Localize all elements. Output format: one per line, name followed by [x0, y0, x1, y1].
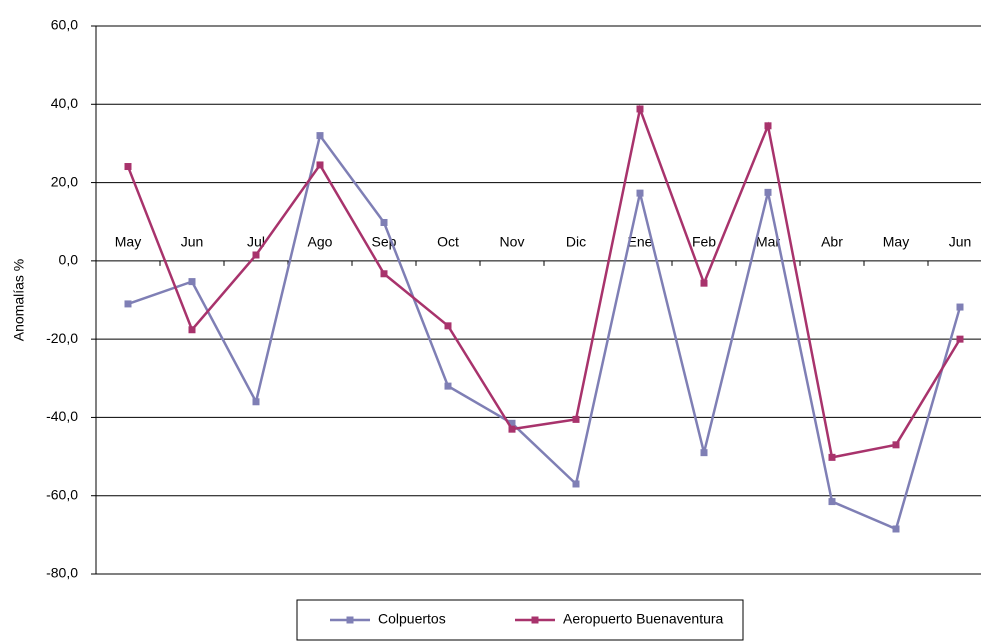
x-tick-label: Feb	[692, 234, 716, 250]
marker	[124, 163, 132, 171]
marker	[444, 382, 452, 390]
marker	[764, 188, 772, 196]
marker	[508, 419, 516, 427]
x-tick-label: Abr	[821, 234, 843, 250]
marker	[956, 303, 964, 311]
marker	[764, 122, 772, 130]
y-axis-label: Anomalías %	[11, 259, 27, 341]
x-tick-label: Ago	[308, 234, 333, 250]
marker	[828, 453, 836, 461]
marker	[316, 132, 324, 140]
series-line	[127, 132, 962, 531]
marker	[636, 105, 644, 113]
y-tick-label: 20,0	[51, 173, 78, 189]
marker	[508, 425, 516, 433]
legend-marker	[346, 616, 354, 624]
y-tick-label: -60,0	[46, 486, 78, 502]
marker	[124, 300, 132, 308]
legend-marker	[531, 616, 539, 624]
y-tick-label: -20,0	[46, 330, 78, 346]
x-tick-label: May	[115, 234, 141, 250]
x-tick-label: Oct	[437, 234, 459, 250]
y-tick-label: -80,0	[46, 565, 78, 581]
marker	[444, 322, 452, 330]
marker	[380, 218, 388, 226]
marker	[956, 335, 964, 343]
marker	[892, 525, 900, 533]
x-tick-label: Jul	[247, 234, 265, 250]
marker	[700, 279, 708, 287]
marker	[188, 326, 196, 334]
x-tick-label: Jun	[181, 234, 204, 250]
y-tick-label: 0,0	[59, 252, 79, 268]
marker	[572, 415, 580, 423]
x-tick-label: Ene	[628, 234, 653, 250]
marker	[380, 270, 388, 278]
marker	[316, 161, 324, 169]
legend-label: Colpuertos	[378, 611, 446, 627]
marker	[828, 498, 836, 506]
marker	[252, 398, 260, 406]
marker	[636, 189, 644, 197]
x-tick-label: May	[883, 234, 909, 250]
x-tick-label: Dic	[566, 234, 586, 250]
series-line	[126, 104, 962, 459]
marker	[572, 480, 580, 488]
y-tick-label: 40,0	[51, 95, 78, 111]
marker	[700, 449, 708, 457]
x-tick-label: Nov	[500, 234, 525, 250]
x-tick-label: Mar	[756, 234, 780, 250]
legend-label: Aeropuerto Buenaventura	[563, 611, 724, 627]
marker	[188, 278, 196, 286]
marker	[892, 441, 900, 449]
x-tick-label: Jun	[949, 234, 972, 250]
y-tick-label: -40,0	[46, 408, 78, 424]
y-tick-label: 60,0	[51, 17, 78, 33]
marker	[252, 251, 260, 259]
